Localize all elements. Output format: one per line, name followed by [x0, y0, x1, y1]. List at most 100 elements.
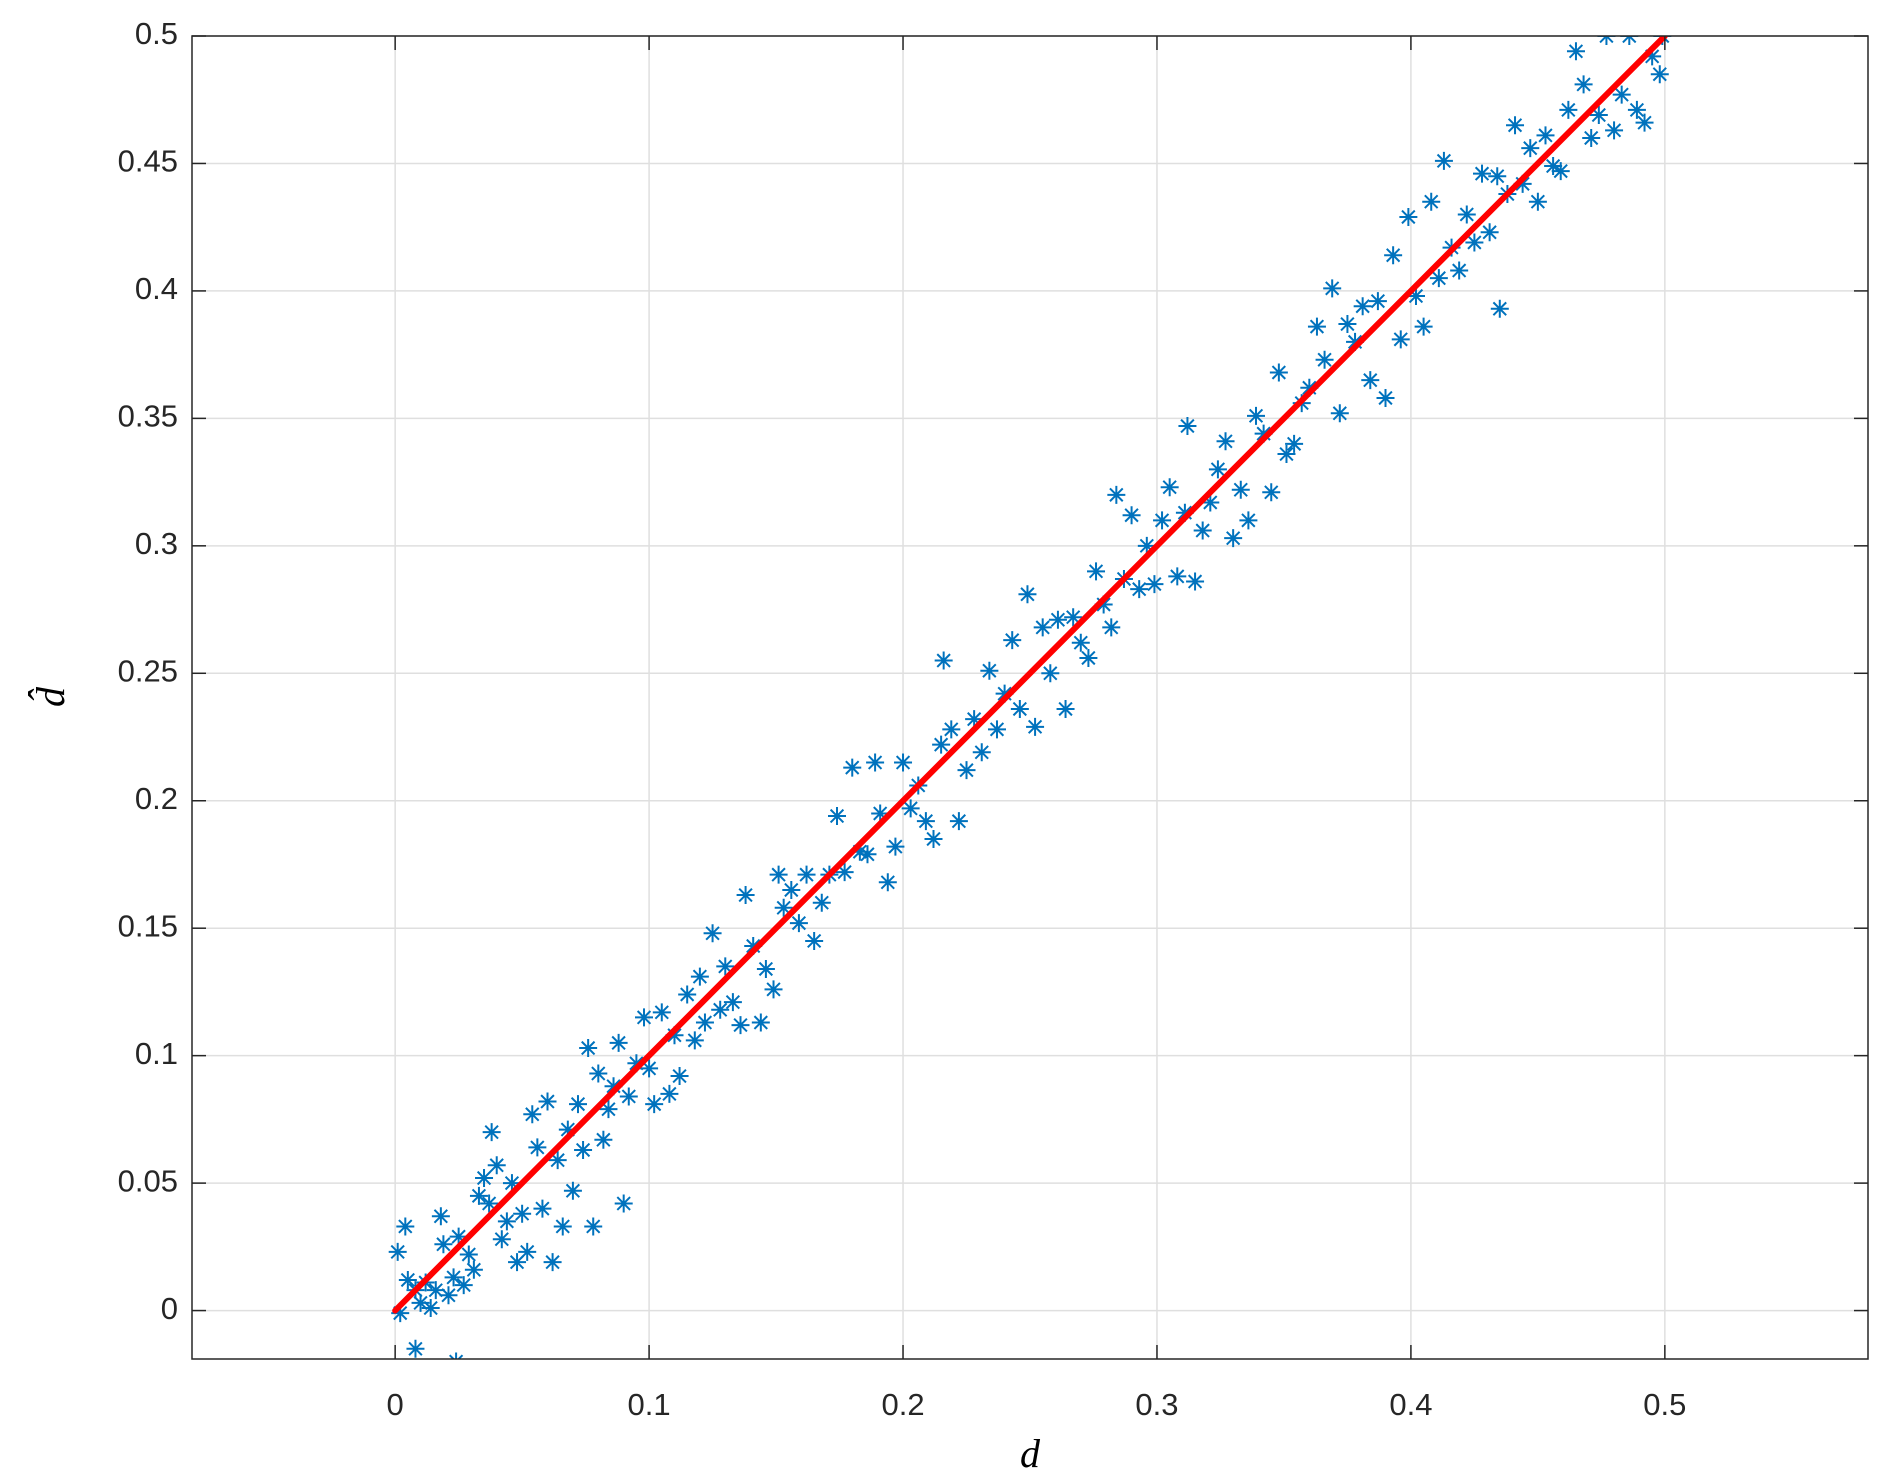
scatter-point: [528, 1138, 547, 1157]
scatter-point: [1239, 511, 1258, 530]
scatter-point: [871, 804, 890, 823]
scatter-point: [406, 1339, 425, 1358]
scatter-point: [563, 1181, 582, 1200]
scatter-point: [894, 753, 913, 772]
scatter-point: [932, 735, 951, 754]
scatter-point: [513, 1204, 532, 1223]
y-tick-label: 0.1: [135, 1036, 178, 1071]
scatter-point: [1048, 610, 1067, 629]
scatter-point: [1056, 699, 1075, 718]
scatter-point: [1269, 363, 1288, 382]
scatter-point: [858, 845, 877, 864]
axes-box: [191, 35, 1869, 1360]
scatter-point: [574, 1140, 593, 1159]
scatter-point: [934, 651, 953, 670]
scatter-point: [828, 807, 847, 826]
scatter-point: [487, 1156, 506, 1175]
scatter-point: [444, 1268, 463, 1287]
x-tick-label: 0.2: [881, 1387, 924, 1422]
scatter-point: [1521, 139, 1540, 158]
scatter-point: [1384, 246, 1403, 265]
scatter-point: [1064, 608, 1083, 627]
scatter-point: [411, 1293, 430, 1312]
y-tick-label: 0.45: [118, 144, 178, 179]
scatter-point: [538, 1092, 557, 1111]
y-tick-label: 0.5: [135, 16, 178, 51]
scatter-point: [665, 1026, 684, 1045]
scatter-point: [604, 1077, 623, 1096]
scatter-point: [1488, 167, 1507, 186]
y-tick-label: 0.05: [118, 1163, 178, 1198]
scatter-point: [1231, 480, 1250, 499]
scatter-point: [1434, 151, 1453, 170]
scatter-point: [609, 1033, 628, 1052]
scatter-point: [614, 1194, 633, 1213]
x-tick-label: 0.5: [1643, 1387, 1686, 1422]
scatter-point: [553, 1217, 572, 1236]
scatter-point: [579, 1039, 598, 1058]
scatter-point: [1589, 106, 1608, 125]
scatter-point: [1145, 575, 1164, 594]
scatter-point: [703, 924, 722, 943]
scatter-point: [619, 1087, 638, 1106]
scatter-point: [916, 812, 935, 831]
scatter-point: [1650, 65, 1669, 84]
scatter-point: [1041, 664, 1060, 683]
scatter-point: [1346, 332, 1365, 351]
x-tick-label: 0.3: [1135, 1387, 1178, 1422]
y-tick-label: 0.3: [135, 526, 178, 561]
scatter-point: [723, 993, 742, 1012]
scatter-point: [1559, 100, 1578, 119]
scatter-point: [459, 1245, 478, 1264]
scatter-point: [497, 1212, 516, 1231]
scatter-point: [480, 1194, 499, 1213]
scatter-point: [1262, 483, 1281, 502]
scatter-point: [1122, 506, 1141, 525]
scatter-point: [1254, 424, 1273, 443]
scatter-point: [1422, 192, 1441, 211]
scatter-point: [1480, 223, 1499, 242]
scatter-point: [1175, 503, 1194, 522]
scatter-point: [1551, 162, 1570, 181]
y-tick-label: 0.4: [135, 271, 178, 306]
scatter-point: [1168, 567, 1187, 586]
scatter-point: [1513, 174, 1532, 193]
scatter-point: [774, 898, 793, 917]
ticks: 0 0.1 0.2 0.3 0.4 0.5 0 0.05 0.1 0.15 0.2 0.25 0.3 0.…: [118, 16, 1868, 1422]
scatter-point: [1018, 585, 1037, 604]
scatter-point: [690, 967, 709, 986]
scatter-point: [789, 914, 808, 933]
scatter-point: [942, 720, 961, 739]
scatter-point: [439, 1286, 458, 1305]
scatter-point: [1465, 233, 1484, 252]
scatter-point: [1201, 493, 1220, 512]
scatter-point: [987, 720, 1006, 739]
scatter-point: [584, 1217, 603, 1236]
x-axis-label: d: [1020, 1431, 1041, 1475]
scatter-point: [812, 893, 831, 912]
scatter-point: [901, 799, 920, 818]
y-tick-label: 0.2: [135, 781, 178, 816]
scatter-point: [711, 1000, 730, 1019]
scatter-point: [678, 985, 697, 1004]
scatter-point: [599, 1100, 618, 1119]
scatter-point: [518, 1242, 537, 1261]
scatter-point: [685, 1031, 704, 1050]
scatter-point: [1612, 85, 1631, 104]
scatter-point: [949, 812, 968, 831]
scatter-point: [782, 880, 801, 899]
scatter-point: [1457, 205, 1476, 224]
scatter-point: [924, 829, 943, 848]
scatter-point: [449, 1227, 468, 1246]
scatter-point: [1107, 485, 1126, 504]
x-tick-label: 0.4: [1389, 1387, 1432, 1422]
scatter-point: [434, 1235, 453, 1254]
scatter-point: [731, 1016, 750, 1035]
scatter-point: [850, 842, 869, 861]
scatter-point: [1178, 417, 1197, 436]
scatter-point: [843, 758, 862, 777]
scatter-point: [475, 1169, 494, 1188]
scatter-point: [1153, 511, 1172, 530]
y-tick-label: 0.35: [118, 399, 178, 434]
